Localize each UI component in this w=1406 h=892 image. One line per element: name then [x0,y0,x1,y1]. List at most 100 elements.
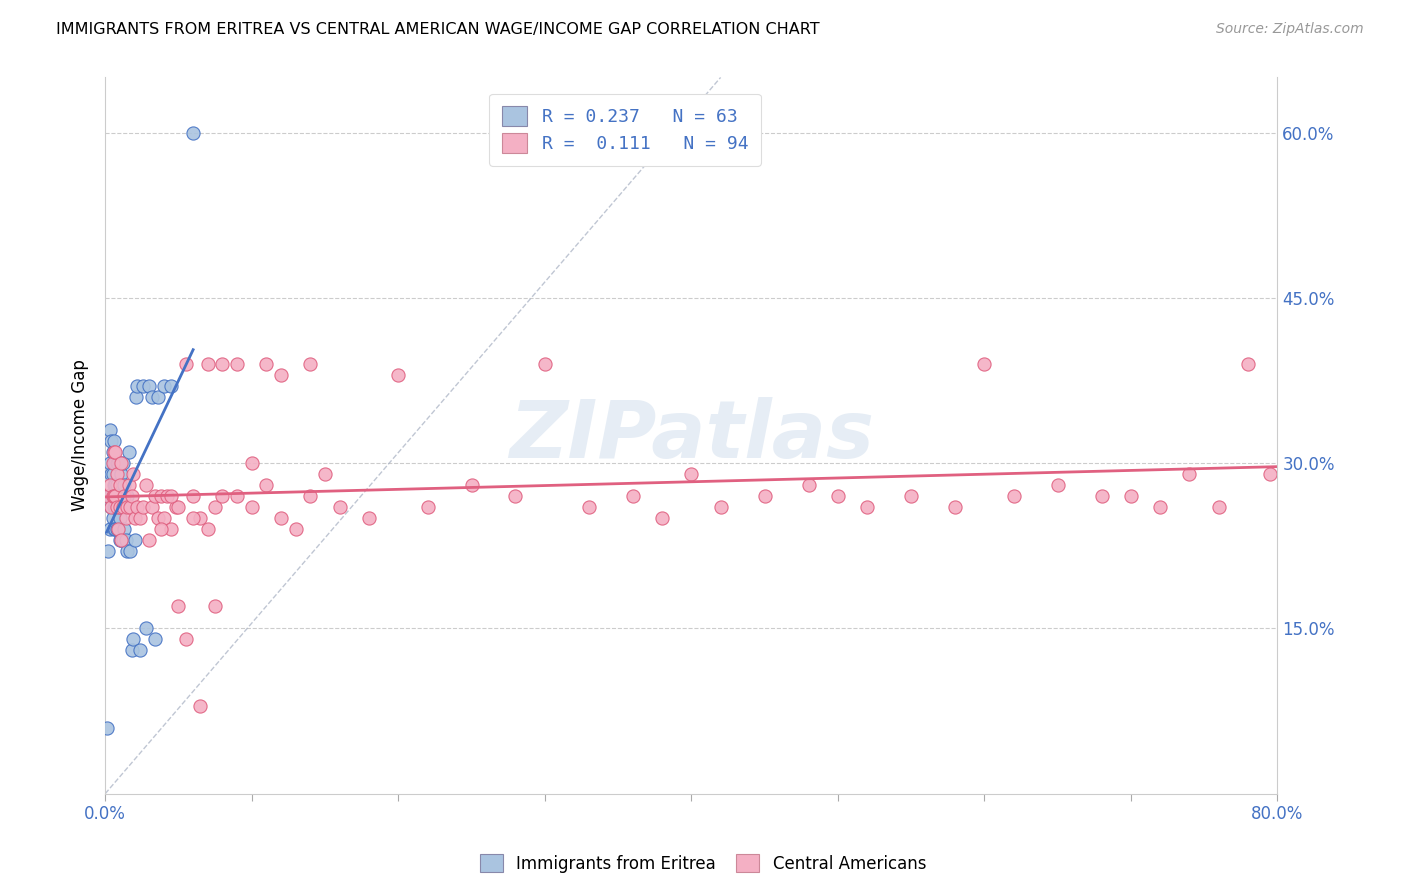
Point [190,511,212,525]
Point [710,500,733,515]
Point [97,489,120,503]
Point [98,478,121,492]
Point [96,721,118,735]
Text: Source: ZipAtlas.com: Source: ZipAtlas.com [1216,22,1364,37]
Point [107,522,129,536]
Point [98,489,121,503]
Point [110,500,132,515]
Point [104,522,127,536]
Point [101,467,124,482]
Point [1178,467,1201,482]
Point [226,357,249,371]
Point [100,434,122,448]
Point [105,522,128,536]
Point [101,489,124,503]
Point [111,500,134,515]
Point [146,511,169,525]
Point [156,489,179,503]
Point [505,489,527,503]
Point [110,533,132,548]
Point [103,500,125,515]
Point [204,599,226,614]
Point [105,456,128,470]
Point [416,500,439,515]
Point [1090,489,1112,503]
Point [211,357,233,371]
Legend: R = 0.237   N = 63, R =  0.111   N = 94: R = 0.237 N = 63, R = 0.111 N = 94 [489,94,761,166]
Point [149,522,172,536]
Point [197,522,219,536]
Point [115,489,138,503]
Point [143,489,166,503]
Point [181,511,204,525]
Point [270,368,292,382]
Point [204,500,226,515]
Point [1208,500,1230,515]
Point [181,489,204,503]
Point [299,357,322,371]
Point [112,489,135,503]
Point [112,522,135,536]
Point [108,478,131,492]
Point [797,478,820,492]
Point [129,643,152,657]
Point [681,467,703,482]
Point [110,467,132,482]
Point [167,500,190,515]
Point [578,500,600,515]
Point [108,500,131,515]
Point [122,467,145,482]
Point [104,489,127,503]
Point [104,445,127,459]
Point [101,456,124,470]
Point [97,544,120,558]
Point [138,533,160,548]
Point [143,632,166,647]
Point [900,489,922,503]
Point [138,379,160,393]
Legend: Immigrants from Eritrea, Central Americans: Immigrants from Eritrea, Central America… [472,847,934,880]
Point [226,489,249,503]
Point [108,456,131,470]
Point [108,489,131,503]
Point [121,643,143,657]
Point [120,500,142,515]
Point [104,500,127,515]
Point [856,500,879,515]
Point [160,379,183,393]
Point [107,456,129,470]
Point [98,423,121,437]
Point [197,357,219,371]
Point [141,390,163,404]
Point [1237,357,1260,371]
Point [122,632,145,647]
Point [107,522,129,536]
Point [160,522,183,536]
Point [104,456,127,470]
Point [943,500,966,515]
Point [254,357,277,371]
Point [105,478,128,492]
Point [270,511,292,525]
Point [112,478,135,492]
Text: ZIPatlas: ZIPatlas [509,397,873,475]
Point [107,489,129,503]
Point [114,533,136,548]
Point [314,467,336,482]
Point [621,489,644,503]
Point [127,379,149,393]
Point [973,357,995,371]
Point [141,500,163,515]
Point [153,379,176,393]
Point [165,500,187,515]
Point [97,489,120,503]
Point [1258,467,1281,482]
Point [146,390,169,404]
Point [211,489,233,503]
Point [104,478,127,492]
Point [103,478,125,492]
Point [111,500,134,515]
Point [101,445,124,459]
Point [103,522,125,536]
Point [108,511,131,525]
